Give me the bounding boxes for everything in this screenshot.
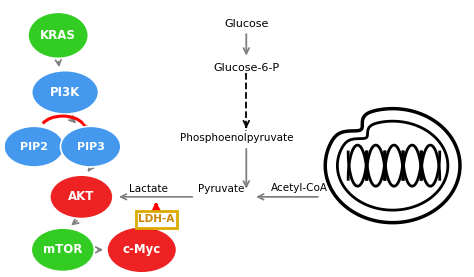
- Ellipse shape: [50, 175, 113, 219]
- Text: Glucose-6-P: Glucose-6-P: [213, 63, 279, 73]
- Text: Glucose: Glucose: [224, 19, 268, 29]
- Text: Acetyl-CoA: Acetyl-CoA: [271, 183, 328, 193]
- Polygon shape: [325, 109, 460, 223]
- Ellipse shape: [61, 126, 121, 167]
- Ellipse shape: [32, 71, 99, 114]
- Text: KRAS: KRAS: [40, 29, 76, 42]
- Text: AKT: AKT: [68, 190, 95, 203]
- Ellipse shape: [4, 126, 64, 167]
- Ellipse shape: [107, 227, 177, 273]
- Text: PI3K: PI3K: [50, 86, 80, 99]
- Text: Lactate: Lactate: [129, 184, 168, 194]
- Text: mTOR: mTOR: [43, 243, 82, 256]
- Text: c-Myc: c-Myc: [123, 243, 161, 256]
- Ellipse shape: [28, 12, 88, 58]
- Text: Pyruvate: Pyruvate: [198, 184, 244, 194]
- Ellipse shape: [31, 228, 94, 271]
- Text: Phosphoenolpyruvate: Phosphoenolpyruvate: [180, 134, 294, 143]
- FancyBboxPatch shape: [136, 211, 177, 227]
- Text: PIP3: PIP3: [77, 142, 105, 152]
- Text: LDH-A: LDH-A: [138, 214, 174, 224]
- Text: PIP2: PIP2: [20, 142, 48, 152]
